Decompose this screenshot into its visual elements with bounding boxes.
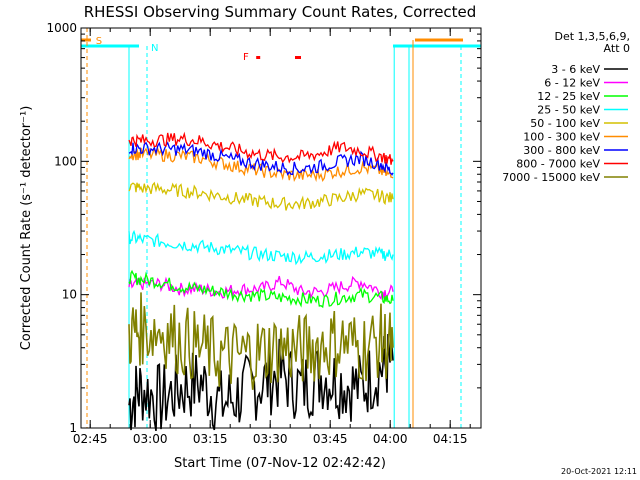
legend-label: 7000 - 15000 keV — [502, 171, 600, 184]
y-tick-label: 100 — [54, 154, 77, 168]
x-axis-label: Start Time (07-Nov-12 02:42:42) — [174, 456, 386, 471]
markers-layer: S N F — [96, 36, 301, 63]
series-line-7000-15000-kev — [128, 292, 394, 390]
axis-ticks: 02:45 03:00 03:15 03:30 03:45 04:00 04:15 1 10 10… — [46, 21, 481, 446]
legend-label: 6 - 12 keV — [544, 77, 600, 90]
legend-label: 300 - 800 keV — [523, 144, 600, 157]
series-line-100-300-kev — [128, 145, 394, 183]
y-tick-label: 10 — [62, 288, 77, 302]
x-tick-label: 03:45 — [313, 432, 348, 446]
annotation-s: S — [96, 36, 102, 47]
legend-label: 25 - 50 keV — [537, 104, 600, 117]
y-tick-label: 1000 — [46, 21, 77, 35]
legend-label: 12 - 25 keV — [537, 90, 600, 103]
legend-label: 3 - 6 keV — [551, 63, 600, 76]
flare-marker-2 — [295, 56, 301, 59]
series-line-6-12-kev — [128, 275, 394, 301]
legend-label: 50 - 100 keV — [530, 117, 600, 130]
x-tick-label: 03:00 — [133, 432, 168, 446]
x-tick-label: 02:45 — [73, 432, 108, 446]
series-line-3-6-kev — [128, 331, 394, 432]
chart-title: RHESSI Observing Summary Count Rates, Co… — [84, 3, 477, 21]
x-tick-label: 03:30 — [253, 432, 288, 446]
y-tick-label: 1 — [69, 421, 77, 435]
plot-frame — [80, 27, 482, 429]
x-tick-label: 03:15 — [193, 432, 228, 446]
series-line-50-100-kev — [128, 181, 394, 211]
series-line-300-800-kev — [128, 141, 394, 176]
x-tick-label: 04:15 — [433, 432, 468, 446]
series-line-12-25-kev — [128, 269, 394, 309]
series-line-25-50-kev — [128, 229, 394, 266]
legend-label: 100 - 300 keV — [523, 131, 600, 144]
annotation-n: N — [151, 43, 158, 54]
series-line-800-7000-kev — [128, 131, 394, 165]
y-axis-label: Corrected Count Rate (s⁻¹ detector⁻¹) — [19, 106, 34, 351]
legend-label: 800 - 7000 keV — [516, 158, 600, 171]
legend-header-detectors: Det 1,3,5,6,9, — [554, 30, 630, 43]
flare-marker-1 — [256, 56, 261, 59]
annotation-f: F — [243, 52, 249, 63]
series-lines — [128, 131, 394, 432]
footer-timestamp: 20-Oct-2021 12:11 — [561, 467, 637, 476]
x-tick-label: 04:00 — [373, 432, 408, 446]
legend-header-attenuator: Att 0 — [604, 42, 630, 55]
